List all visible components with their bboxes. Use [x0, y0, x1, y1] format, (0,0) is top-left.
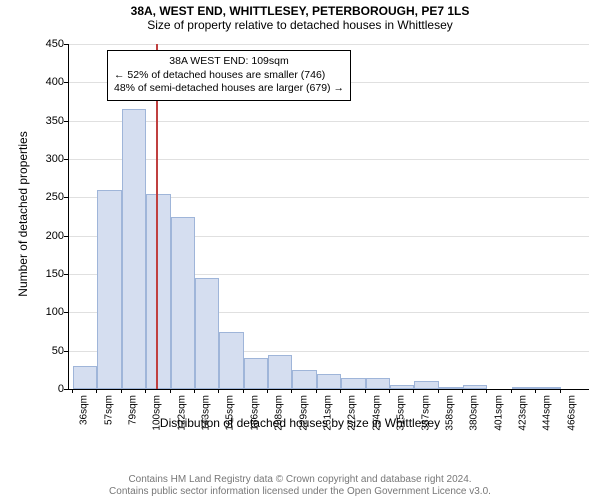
xtick-mark: [389, 389, 390, 393]
xtick-mark: [340, 389, 341, 393]
xtick-mark: [121, 389, 122, 393]
bar: [536, 387, 560, 389]
chart-container: Number of detached properties 0501001502…: [10, 34, 590, 434]
title-main: 38A, WEST END, WHITTLESEY, PETERBOROUGH,…: [0, 0, 600, 18]
xtick-mark: [486, 389, 487, 393]
bar: [366, 378, 390, 390]
gridline: [69, 121, 589, 122]
bar: [268, 355, 292, 390]
bar: [341, 378, 365, 390]
title-sub: Size of property relative to detached ho…: [0, 18, 600, 34]
annotation-box: 38A WEST END: 109sqm← 52% of detached ho…: [107, 50, 351, 101]
bar: [244, 358, 268, 389]
xtick-mark: [72, 389, 73, 393]
annotation-line-2: ← 52% of detached houses are smaller (74…: [114, 69, 344, 83]
ytick-label: 450: [34, 38, 64, 50]
ytick-label: 400: [34, 76, 64, 88]
ytick-label: 300: [34, 153, 64, 165]
annotation-line-3: 48% of semi-detached houses are larger (…: [114, 82, 344, 96]
plot-area: 38A WEST END: 109sqm← 52% of detached ho…: [68, 44, 589, 390]
ytick-label: 250: [34, 191, 64, 203]
ytick-label: 200: [34, 230, 64, 242]
bar: [317, 374, 341, 389]
ytick-label: 0: [34, 383, 64, 395]
xtick-mark: [316, 389, 317, 393]
annotation-line-1: 38A WEST END: 109sqm: [114, 55, 344, 69]
gridline: [69, 159, 589, 160]
ytick-label: 350: [34, 115, 64, 127]
ytick-label: 150: [34, 268, 64, 280]
xtick-mark: [462, 389, 463, 393]
xtick-mark: [96, 389, 97, 393]
xtick-mark: [170, 389, 171, 393]
bar: [463, 385, 487, 389]
footer-line-2: Contains public sector information licen…: [0, 486, 600, 498]
bar: [195, 278, 219, 389]
bar: [122, 109, 146, 389]
bar: [512, 387, 536, 389]
bar: [146, 194, 170, 390]
bar: [171, 217, 195, 390]
gridline: [69, 44, 589, 45]
ytick-label: 50: [34, 345, 64, 357]
xtick-mark: [438, 389, 439, 393]
xtick-mark: [365, 389, 366, 393]
bar: [292, 370, 316, 389]
xtick-mark: [535, 389, 536, 393]
xtick-mark: [511, 389, 512, 393]
bar: [73, 366, 97, 389]
xtick-mark: [413, 389, 414, 393]
x-axis-label: Distribution of detached houses by size …: [10, 416, 590, 430]
footer: Contains HM Land Registry data © Crown c…: [0, 474, 600, 498]
bar: [390, 385, 414, 389]
bar: [414, 381, 438, 389]
footer-line-1: Contains HM Land Registry data © Crown c…: [0, 474, 600, 486]
xtick-mark: [267, 389, 268, 393]
xtick-mark: [243, 389, 244, 393]
bar: [97, 190, 121, 389]
bar: [439, 387, 463, 389]
xtick-mark: [194, 389, 195, 393]
xtick-mark: [145, 389, 146, 393]
bar: [219, 332, 243, 390]
xtick-mark: [218, 389, 219, 393]
xtick-mark: [291, 389, 292, 393]
ytick-label: 100: [34, 306, 64, 318]
xtick-mark: [560, 389, 561, 393]
